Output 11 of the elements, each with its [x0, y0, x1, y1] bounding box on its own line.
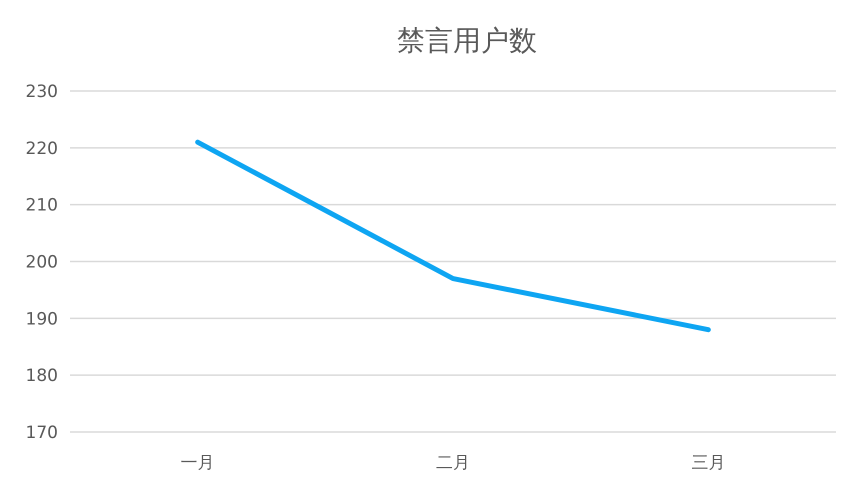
x-tick-label: 二月 [436, 453, 470, 473]
x-tick-label: 一月 [180, 453, 215, 473]
y-tick-label: 210 [26, 196, 58, 216]
chart-title: 禁言用户数 [397, 24, 537, 57]
y-tick-label: 180 [26, 366, 58, 386]
y-tick-label: 190 [26, 309, 58, 330]
y-tick-label: 220 [26, 138, 58, 159]
y-tick-label: 200 [26, 252, 58, 272]
y-tick-label: 170 [26, 422, 58, 443]
y-tick-label: 230 [26, 82, 58, 102]
x-tick-label: 三月 [691, 453, 726, 473]
